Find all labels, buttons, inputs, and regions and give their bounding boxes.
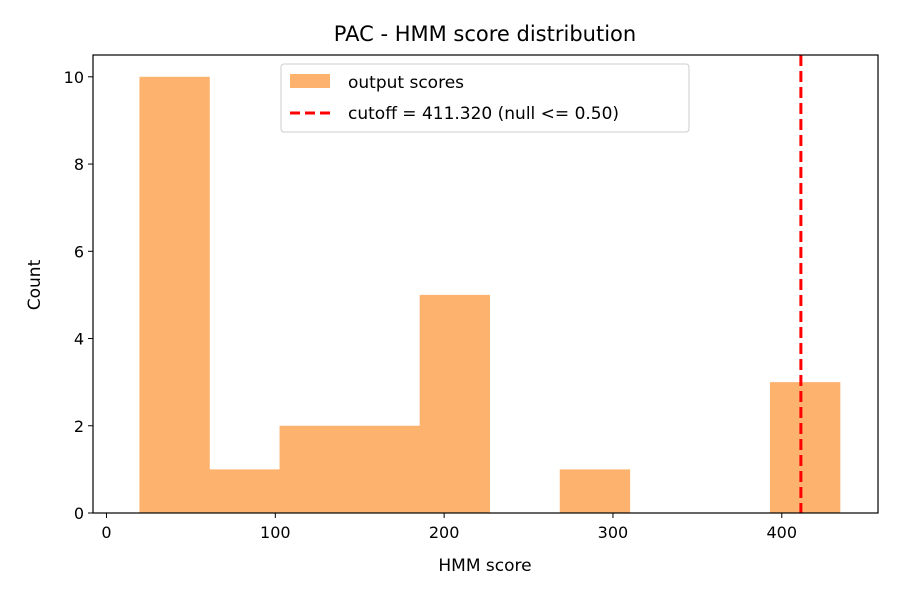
y-tick-label: 4 — [74, 330, 84, 349]
x-axis-ticks: 0 100 200 300 400 — [101, 513, 797, 542]
x-axis-label: HMM score — [438, 556, 531, 576]
x-tick-label: 100 — [260, 523, 291, 542]
bars-layer — [139, 76, 841, 514]
x-tick-label: 0 — [101, 523, 111, 542]
histogram-bar-6 — [559, 469, 631, 513]
x-tick-label: 200 — [429, 523, 460, 542]
histogram-bar-9 — [769, 382, 841, 513]
y-tick-label: 10 — [64, 68, 84, 87]
y-tick-label: 8 — [74, 155, 84, 174]
histogram-bar-4 — [419, 294, 491, 513]
histogram-bar-1 — [209, 469, 280, 513]
y-tick-label: 6 — [74, 242, 84, 261]
histogram-bar-2 — [279, 425, 350, 513]
y-tick-label: 0 — [74, 504, 84, 523]
legend-label-output-scores: output scores — [348, 73, 464, 93]
histogram-bar-0 — [139, 76, 210, 514]
legend-label-cutoff: cutoff = 411.320 (null <= 0.50) — [348, 104, 619, 124]
x-tick-label: 300 — [598, 523, 629, 542]
legend-box — [280, 63, 690, 133]
legend: output scores cutoff = 411.320 (null <= … — [280, 63, 690, 133]
chart-title: PAC - HMM score distribution — [334, 22, 636, 46]
y-axis-ticks: 0 2 4 6 8 10 — [64, 68, 93, 523]
x-tick-label: 400 — [767, 523, 798, 542]
y-tick-label: 2 — [74, 417, 84, 436]
histogram-bar-3 — [349, 425, 420, 513]
plot-frame — [92, 54, 879, 514]
y-axis-label: Count — [25, 259, 45, 310]
legend-swatch-output-scores — [290, 74, 330, 88]
